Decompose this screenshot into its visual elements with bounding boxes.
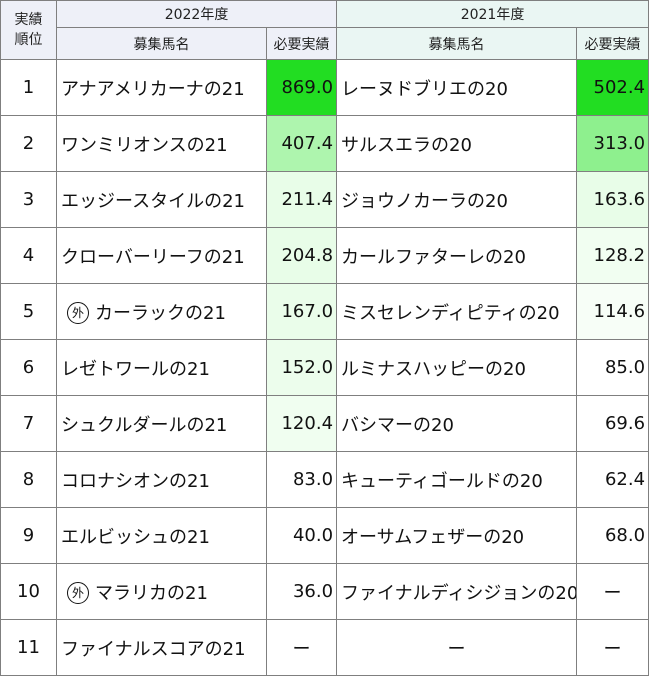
horse-name-2022-cell: ファイナルスコアの21 — [56, 619, 267, 676]
amount-2021-cell: 68.0 — [576, 507, 649, 564]
horse-name-2021-cell: ルミナスハッピーの20 — [336, 339, 578, 396]
amount-2021-cell: ー — [576, 563, 649, 620]
horse-name-2021-cell: ファイナルディシジョンの20 — [336, 563, 578, 620]
rank-cell: 5 — [0, 283, 57, 340]
amount-2021-header: 必要実績 — [576, 27, 649, 60]
horse-name-2021-cell: オーサムフェザーの20 — [336, 507, 578, 564]
foreign-bred-badge: 外 — [67, 301, 89, 324]
table-row: 11 ファイナルスコアの21 ーーー — [0, 619, 649, 676]
rank-cell: 1 — [0, 59, 57, 116]
amount-2022-header: 必要実績 — [265, 27, 338, 60]
horse-name-2022-cell: レゼトワールの21 — [56, 339, 267, 396]
horse-name-2022: ファイナルスコアの21 — [61, 638, 246, 660]
horse-name-2022: カーラックの21 — [95, 302, 226, 324]
amount-2022-cell: 407.4 — [265, 115, 338, 172]
horse-name-2022-cell: クローバーリーフの21 — [56, 227, 267, 284]
rank-cell: 6 — [0, 339, 57, 396]
horse-name-2022-cell: コロナシオンの21 — [56, 451, 267, 508]
table-body: 1 アナアメリカーナの21 869.0 レーヌドブリエの20 502.4 2 ワンミリオンス… — [0, 59, 649, 676]
name-2022-header: 募集馬名 — [56, 27, 267, 60]
amount-2021-cell: 114.6 — [576, 283, 649, 340]
rank-header-line1: 実績 — [14, 12, 43, 28]
rank-cell: 9 — [0, 507, 57, 564]
amount-2022-cell: 167.0 — [265, 283, 338, 340]
horse-name-2022-cell: ワンミリオンスの21 — [56, 115, 267, 172]
horse-name-2021-cell: ミスセレンディピティの20 — [336, 283, 578, 340]
rank-cell: 10 — [0, 563, 57, 620]
name-2021-header: 募集馬名 — [336, 27, 578, 60]
table-row: 1 アナアメリカーナの21 869.0 レーヌドブリエの20 502.4 — [0, 59, 649, 116]
rank-header-line2: 順位 — [14, 32, 43, 48]
amount-2022-cell: 36.0 — [265, 563, 338, 620]
horse-name-2021-cell: ジョウノカーラの20 — [336, 171, 578, 228]
rank-cell: 3 — [0, 171, 57, 228]
rank-cell: 4 — [0, 227, 57, 284]
horse-name-2022-cell: 外カーラックの21 — [56, 283, 267, 340]
amount-2021-cell: 69.6 — [576, 395, 649, 452]
amount-2022-cell: 120.4 — [265, 395, 338, 452]
amount-2022-cell: 83.0 — [265, 451, 338, 508]
rank-cell: 8 — [0, 451, 57, 508]
rank-cell: 2 — [0, 115, 57, 172]
horse-name-2022: コロナシオンの21 — [61, 470, 210, 492]
horse-name-2022: レゼトワールの21 — [61, 358, 210, 380]
horse-name-2022-cell: アナアメリカーナの21 — [56, 59, 267, 116]
horse-name-2021-cell: バシマーの20 — [336, 395, 578, 452]
table-row: 9 エルビッシュの21 40.0 オーサムフェザーの20 68.0 — [0, 507, 649, 564]
table-row: 2 ワンミリオンスの21 407.4 サルスエラの20 313.0 — [0, 115, 649, 172]
rank-cell: 7 — [0, 395, 57, 452]
horse-name-2021-cell: ー — [336, 619, 578, 676]
amount-2021-cell: 85.0 — [576, 339, 649, 396]
amount-2022-cell: 869.0 — [265, 59, 338, 116]
table-row: 8 コロナシオンの21 83.0 キューティゴールドの20 62.4 — [0, 451, 649, 508]
amount-2021-cell: ー — [576, 619, 649, 676]
amount-2022-cell: ー — [265, 619, 338, 676]
horse-name-2022-cell: エルビッシュの21 — [56, 507, 267, 564]
horse-name-2022: マラリカの21 — [95, 582, 208, 604]
horse-name-2022: アナアメリカーナの21 — [61, 78, 245, 100]
horse-name-2022: シュクルダールの21 — [61, 414, 228, 436]
rank-cell: 11 — [0, 619, 57, 676]
horse-name-2022: エッジースタイルの21 — [61, 190, 246, 212]
amount-2021-cell: 62.4 — [576, 451, 649, 508]
horse-name-2022: エルビッシュの21 — [61, 526, 210, 548]
amount-2021-cell: 313.0 — [576, 115, 649, 172]
year-2022-header: 2022年度 — [55, 0, 338, 28]
amount-2022-cell: 211.4 — [265, 171, 338, 228]
amount-2022-cell: 152.0 — [265, 339, 338, 396]
table-row: 3 エッジースタイルの21 211.4 ジョウノカーラの20 163.6 — [0, 171, 649, 228]
horse-name-2021-cell: キューティゴールドの20 — [336, 451, 578, 508]
horse-name-2021-cell: レーヌドブリエの20 — [336, 59, 578, 116]
amount-2021-cell: 163.6 — [576, 171, 649, 228]
table-row: 4 クローバーリーフの21 204.8 カールファターレの20 128.2 — [0, 227, 649, 284]
rank-header: 実績 順位 — [0, 0, 57, 60]
amount-2022-cell: 40.0 — [265, 507, 338, 564]
table-row: 7 シュクルダールの21 120.4 バシマーの20 69.6 — [0, 395, 649, 452]
horse-name-2022-cell: エッジースタイルの21 — [56, 171, 267, 228]
foreign-bred-badge: 外 — [67, 581, 89, 604]
amount-2022-cell: 204.8 — [265, 227, 338, 284]
horse-name-2022: ワンミリオンスの21 — [61, 134, 228, 156]
horse-name-2022-cell: 外マラリカの21 — [56, 563, 267, 620]
amount-2021-cell: 128.2 — [576, 227, 649, 284]
horse-name-2022: クローバーリーフの21 — [61, 246, 245, 268]
amount-2021-cell: 502.4 — [576, 59, 649, 116]
table-row: 6 レゼトワールの21 152.0 ルミナスハッピーの20 85.0 — [0, 339, 649, 396]
year-2021-header: 2021年度 — [336, 0, 649, 28]
horse-name-2021-cell: サルスエラの20 — [336, 115, 578, 172]
table-row: 10 外マラリカの21 36.0 ファイナルディシジョンの20 ー — [0, 563, 649, 620]
table-row: 5 外カーラックの21 167.0 ミスセレンディピティの20 114.6 — [0, 283, 649, 340]
horse-name-2022-cell: シュクルダールの21 — [56, 395, 267, 452]
horse-name-2021-cell: カールファターレの20 — [336, 227, 578, 284]
